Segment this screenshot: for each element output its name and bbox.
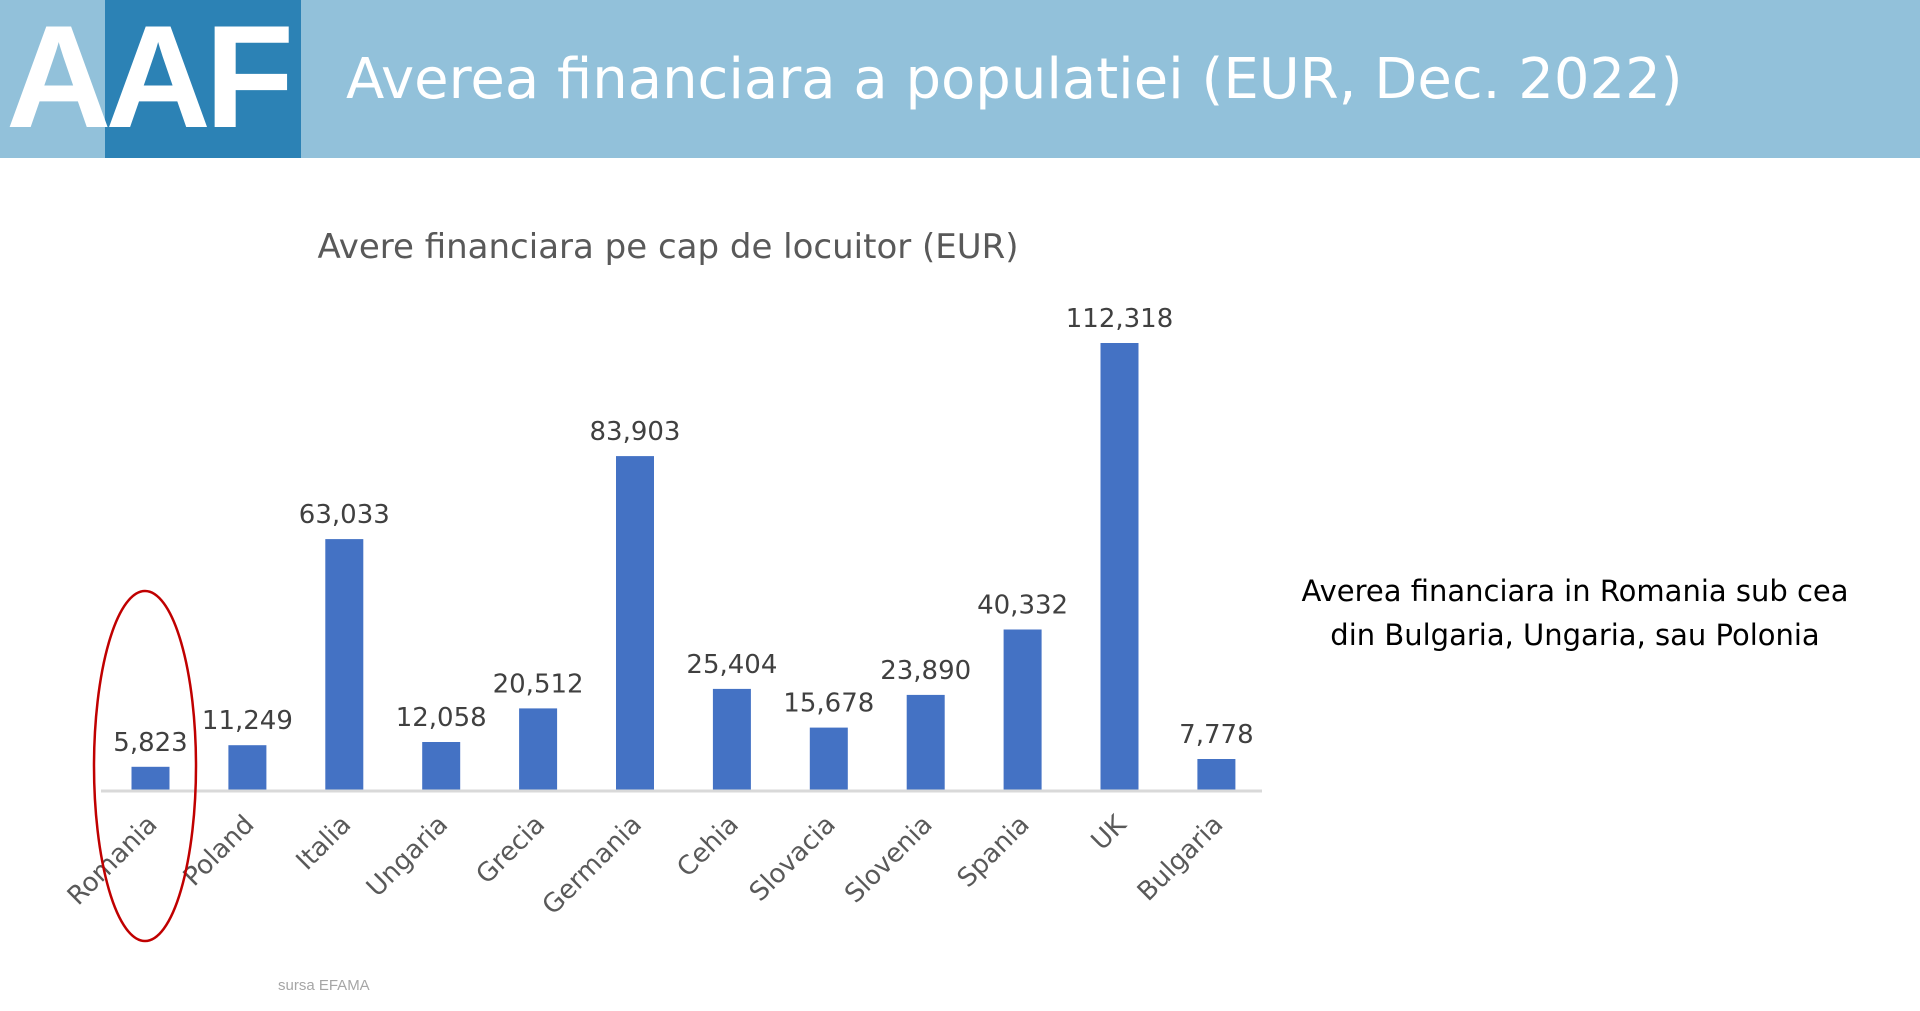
bar-poland [228,745,267,790]
tick-label-italia: Italia [291,810,358,877]
tick-label-slovenia: Slovenia [839,810,938,909]
data-label-germania: 83,903 [590,417,681,447]
labels-layer: 5,823Romania11,249Poland63,033Italia12,0… [62,304,1254,921]
data-label-bulgaria: 7,778 [1179,720,1253,750]
callout-text: Averea financiara in Romania sub cea din… [1301,574,1849,652]
tick-label-germania: Germania [537,810,648,921]
logo: AAF [6,0,294,158]
page-title: Averea financiara a populatiei (EUR, Dec… [346,47,1683,112]
data-label-grecia: 20,512 [493,669,584,699]
bar-slovacia [809,727,848,790]
tick-label-romania: Romania [62,810,164,912]
bar-ungaria [422,742,461,790]
header-band [0,0,1920,158]
tick-label-grecia: Grecia [471,810,551,890]
data-label-slovacia: 15,678 [783,689,874,719]
chart-title: Avere financiara pe cap de locuitor (EUR… [317,227,1018,267]
tick-label-cehia: Cehia [671,810,744,883]
bar-uk [1100,343,1139,790]
data-label-romania: 5,823 [113,728,187,758]
data-label-slovenia: 23,890 [880,656,971,686]
bar-grecia [519,708,558,790]
data-label-poland: 11,249 [202,706,293,736]
data-label-cehia: 25,404 [686,650,777,680]
source-note: sursa EFAMA [278,977,370,994]
data-label-spania: 40,332 [977,591,1068,621]
tick-label-bulgaria: Bulgaria [1132,810,1229,907]
bar-romania [131,766,170,790]
tick-label-spania: Spania [952,810,1036,894]
data-label-uk: 112,318 [1066,304,1174,334]
bar-slovenia [906,694,945,790]
tick-label-ungaria: Ungaria [361,810,454,903]
data-label-italia: 63,033 [299,500,390,530]
logo-box [105,0,301,158]
bar-spania [1003,629,1042,790]
bar-bulgaria [1197,759,1236,790]
bar-cehia [712,688,751,790]
tick-label-slovacia: Slovacia [744,810,842,908]
bar-italia [325,539,364,790]
data-label-ungaria: 12,058 [396,703,487,733]
romania-highlight-ellipse [92,589,198,943]
bars-layer [131,343,1236,790]
bar-germania [616,456,654,790]
tick-label-uk: UK [1086,809,1133,856]
